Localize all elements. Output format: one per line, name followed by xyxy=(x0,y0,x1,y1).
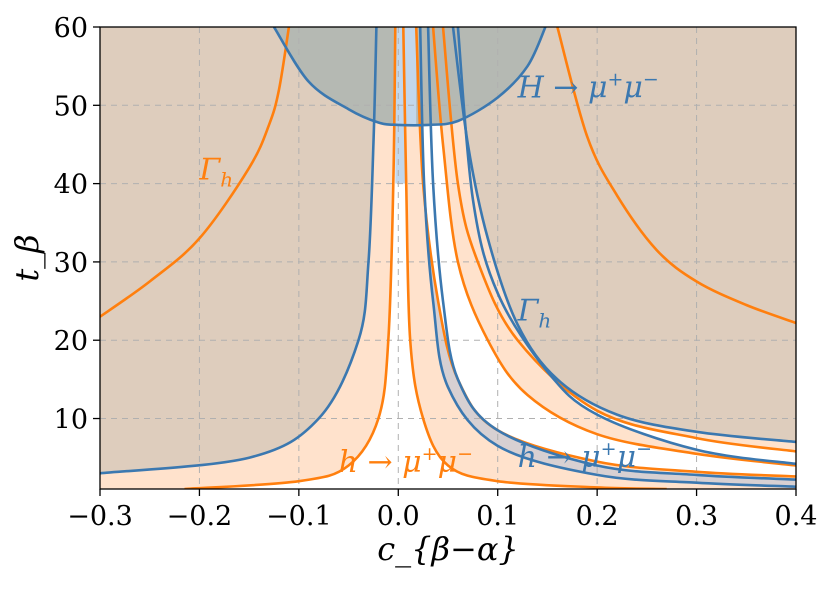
annotation-main: H xyxy=(517,70,545,105)
y-tick-label: 30 xyxy=(54,248,88,279)
x-tick-label: 0.4 xyxy=(775,501,818,532)
x-axis-label: c_{β−α} xyxy=(377,530,519,568)
annotation-main: Γ xyxy=(198,153,221,188)
series-line-blue xyxy=(100,27,378,475)
plot-frame xyxy=(99,26,797,490)
series-line-blue xyxy=(418,27,796,488)
annotation-Gamma_h_right: Γh xyxy=(517,294,552,333)
annotation-Gamma_h_left: Γh xyxy=(198,153,233,192)
annotation-arrow: → xyxy=(537,440,581,475)
annotation-arrow: → xyxy=(358,445,402,480)
series-line-blue xyxy=(451,27,796,444)
contour-lines xyxy=(100,27,796,489)
gridlines xyxy=(100,27,796,489)
series-line-orange xyxy=(431,27,796,467)
orange-band-left-fill xyxy=(100,27,396,489)
y-tick-label: 40 xyxy=(54,170,88,201)
annotation-base: μ xyxy=(623,70,643,105)
x-tick-label: −0.1 xyxy=(266,501,332,532)
annotation-sup: + xyxy=(601,438,617,460)
annotation-sub: h xyxy=(220,168,233,192)
series-line-blue xyxy=(272,27,547,127)
annotation-arrow: → xyxy=(544,70,588,105)
x-tick-label: 0.1 xyxy=(476,501,519,532)
x-tick-label: −0.2 xyxy=(167,501,233,532)
annotation-base: μ xyxy=(438,445,458,480)
annotation-sup: − xyxy=(643,68,659,90)
annotation-base: μ xyxy=(617,440,637,475)
annotation-base: μ xyxy=(588,70,608,105)
y-tick-label: 60 xyxy=(54,13,88,44)
series-line-blue xyxy=(426,27,796,481)
y-tick-label: 10 xyxy=(54,405,88,436)
series-line-orange xyxy=(402,27,667,489)
annotation-sup: + xyxy=(607,68,623,90)
annotation-main: h xyxy=(518,440,537,475)
y-tick-label: 50 xyxy=(54,91,88,122)
y-axis-label: t_β xyxy=(8,234,46,281)
annotation-h_mumu_orange: h → μ+μ− xyxy=(339,443,473,480)
series-line-orange xyxy=(184,27,397,489)
region-fills xyxy=(100,27,796,489)
annotation-sup: + xyxy=(422,443,438,465)
x-tick-label: −0.3 xyxy=(67,501,133,532)
series-line-orange xyxy=(441,27,796,453)
annotation-base: μ xyxy=(581,440,601,475)
x-tick-label: 0.3 xyxy=(675,501,718,532)
orange-band-outer-fill xyxy=(433,27,796,466)
x-tick-label: 0.2 xyxy=(576,501,619,532)
annotation-h_mumu_blue: h → μ+μ− xyxy=(518,438,652,475)
annotation-sup: − xyxy=(457,443,473,465)
annotation-main: h xyxy=(339,445,358,480)
series-line-orange xyxy=(556,27,796,325)
annotation-main: Γ xyxy=(517,294,540,329)
annotation-sub: h xyxy=(538,309,551,333)
x-tick-label: 0.0 xyxy=(377,501,420,532)
annotation-sup: − xyxy=(636,438,652,460)
annotation-base: μ xyxy=(402,445,422,480)
y-tick-label: 20 xyxy=(54,326,88,357)
series-line-orange xyxy=(100,27,291,318)
axis-ticks: −0.3 −0.2 −0.1 0.0 0.1 0.2 0.3 0.4 10 20 30 40 50 60 xyxy=(54,13,818,532)
orange-band-right-fill xyxy=(403,27,796,489)
lightblue-cap-fill xyxy=(395,27,417,125)
annotation-H_mumu: H → μ+μ− xyxy=(517,68,659,105)
